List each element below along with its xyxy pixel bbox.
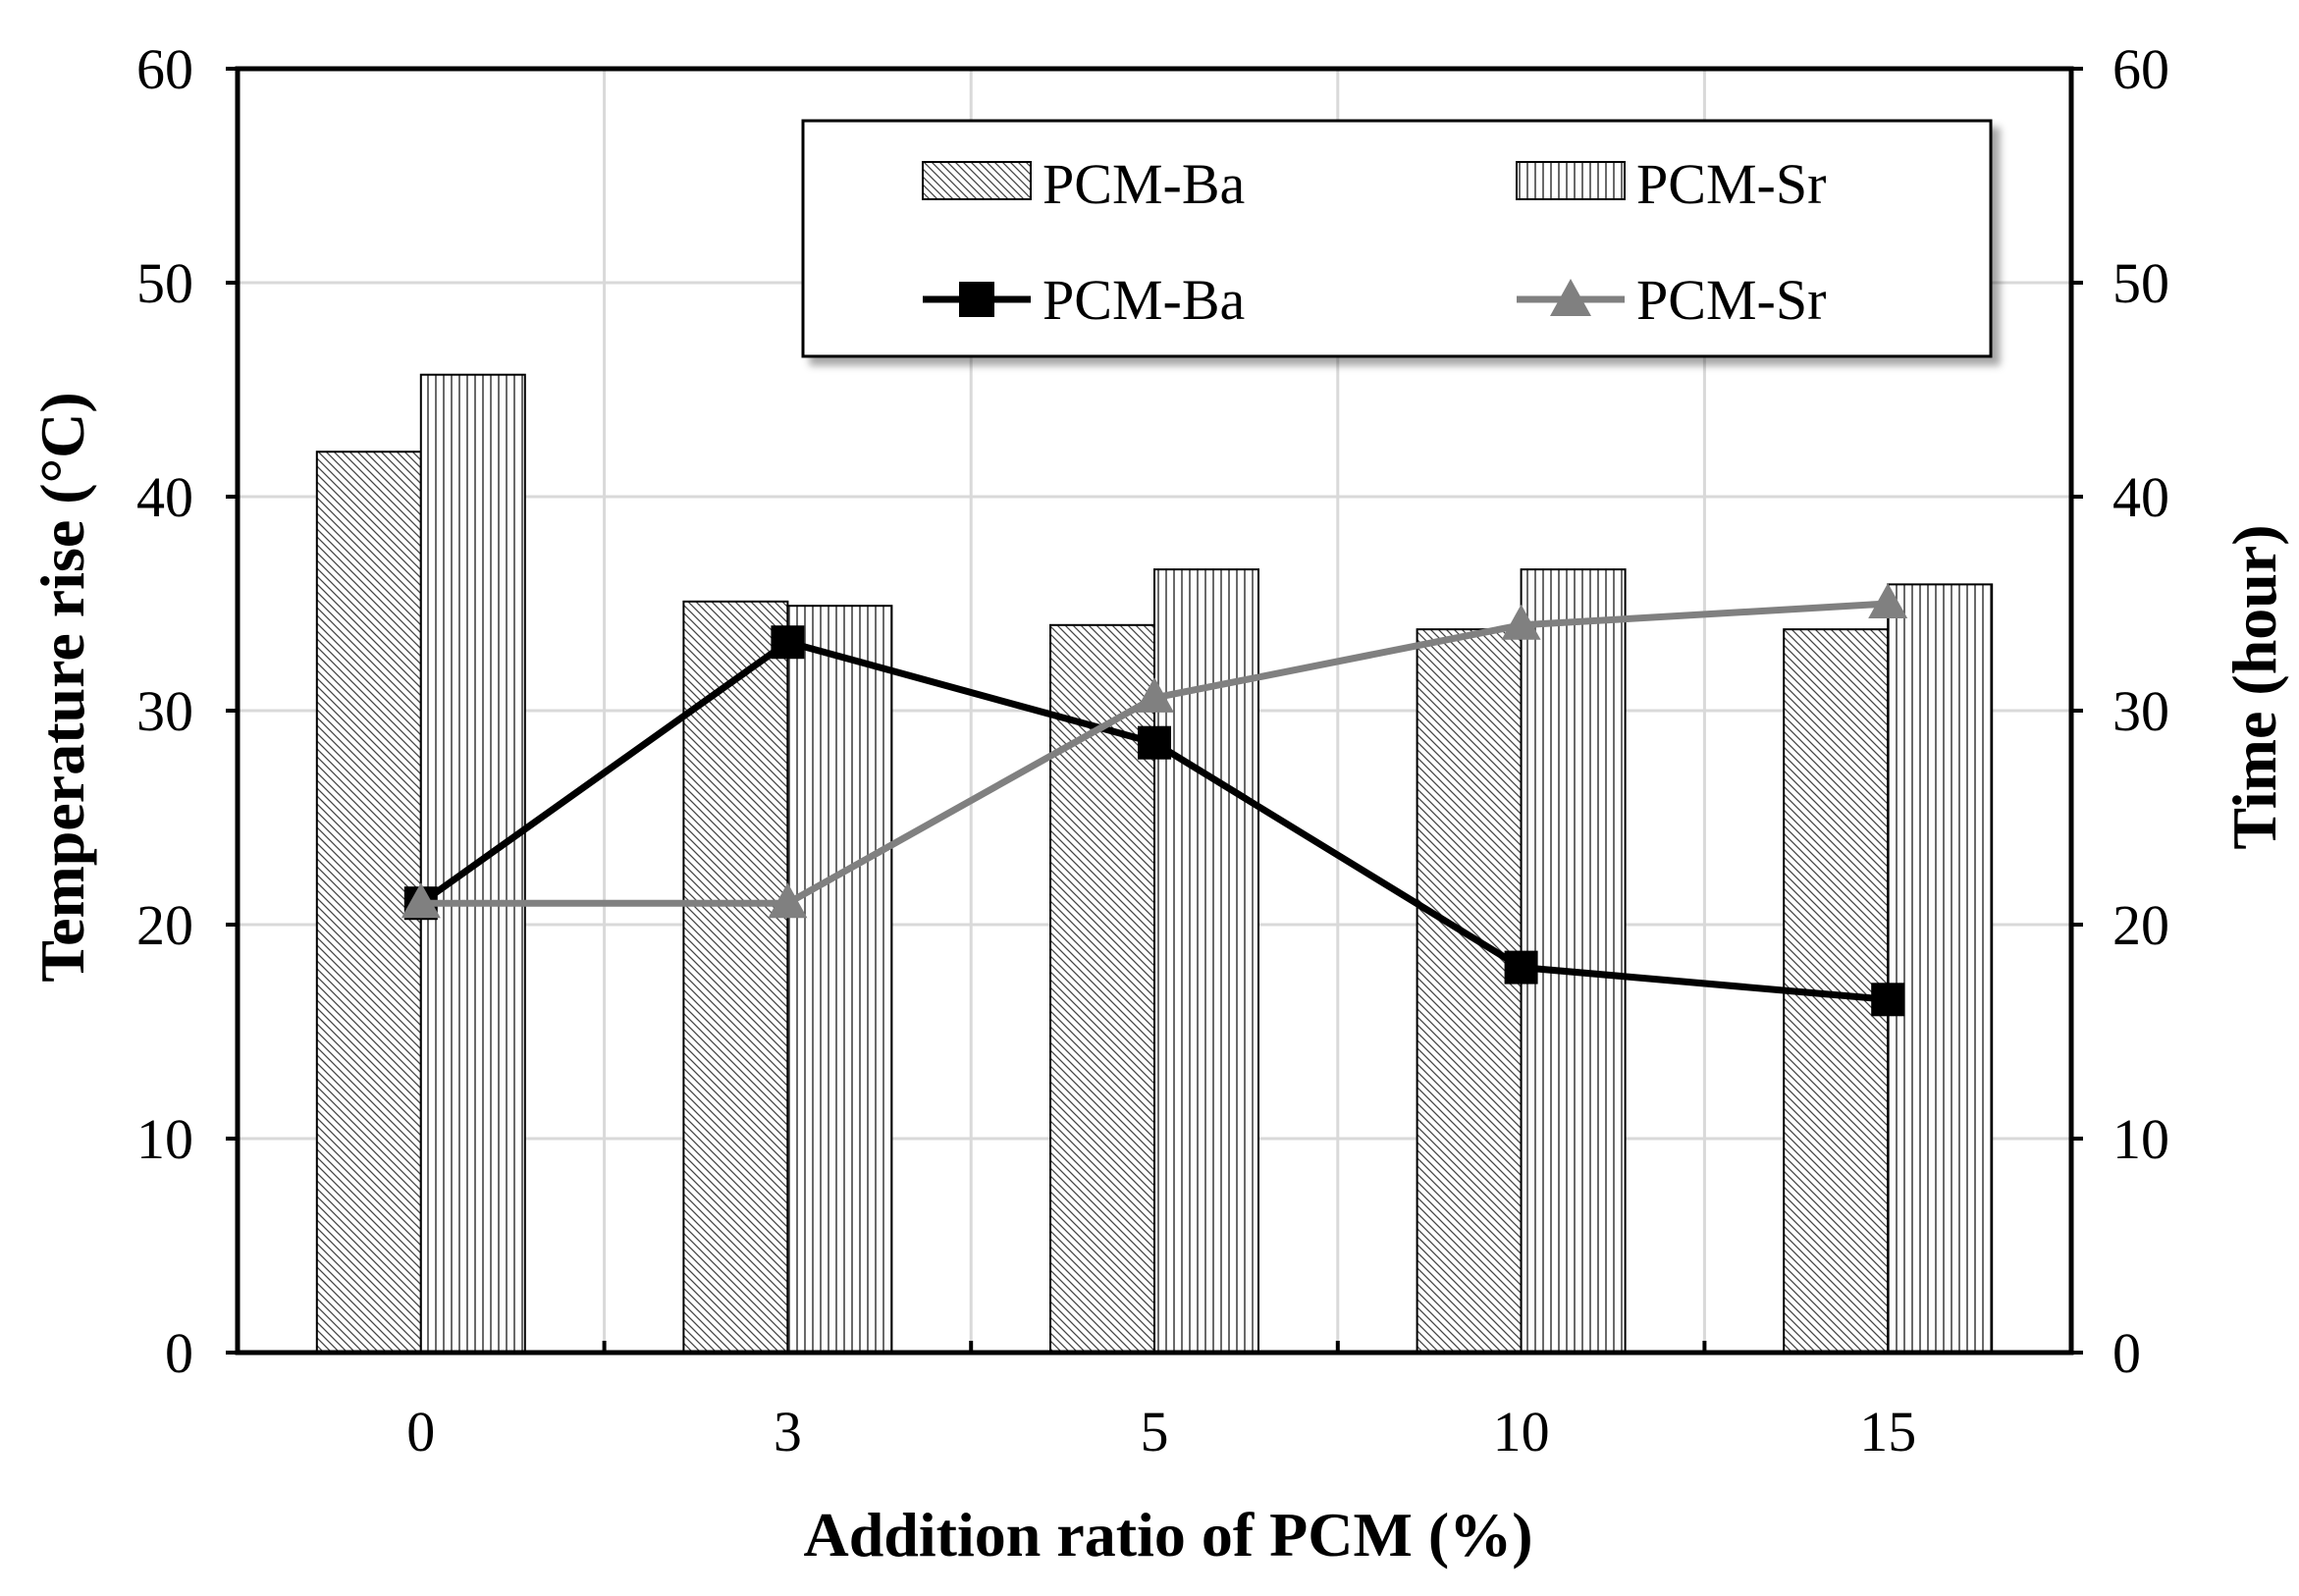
x-tick-label: 3: [774, 1400, 802, 1463]
y-left-tick-label: 30: [136, 679, 193, 743]
bars: [315, 373, 1994, 1355]
marker-pcm-sr-10: [1501, 604, 1541, 640]
x-tick-label: 5: [1141, 1400, 1169, 1463]
bar-pcm-sr-5: [1153, 568, 1259, 1354]
y-left-tick-label: 10: [136, 1107, 193, 1171]
plot-frame: [226, 66, 2083, 1356]
legend-box: [801, 119, 1993, 358]
legend-swatch-bar-pcm-ba: [922, 161, 1032, 200]
y-left-tick-label: 50: [136, 251, 193, 315]
legend-swatch-bar-pcm-sr: [1516, 161, 1626, 200]
legend-label-line-pcm-ba: PCM-Ba: [1043, 268, 1245, 332]
marker-pcm-sr-15: [1868, 583, 1908, 618]
axes-labels: 0 10 20 30 40 50 60 0 10 20 30 40 50 60 0 3 5 10 15: [136, 37, 2169, 1463]
legend: PCM-Ba PCM-Sr PCM-Ba PCM-Sr: [801, 119, 1993, 358]
legend-marker-square: [959, 282, 994, 317]
y-axis-left-title: Temperature rise (°C): [27, 392, 97, 982]
y-right-tick-label: 40: [2112, 465, 2169, 529]
marker-pcm-sr-0: [401, 882, 441, 919]
bar-pcm-ba-0: [315, 451, 422, 1355]
y-axis-right-title: Time (hour): [2219, 524, 2289, 849]
y-left-tick-label: 60: [136, 37, 193, 101]
bar-pcm-sr-15: [1887, 583, 1994, 1354]
y-left-tick-label: 0: [165, 1321, 193, 1385]
y-right-tick-label: 10: [2112, 1107, 2169, 1171]
x-axis-title: Addition ratio of PCM (%): [803, 1500, 1532, 1569]
y-right-tick-label: 20: [2112, 893, 2169, 957]
bar-pcm-sr-10: [1520, 568, 1627, 1354]
marker-pcm-sr-5: [1135, 676, 1174, 713]
marker-pcm-ba-15: [1871, 983, 1905, 1017]
lines: [401, 583, 1908, 1017]
y-right-tick-label: 60: [2112, 37, 2169, 101]
marker-pcm-ba-5: [1138, 725, 1171, 760]
marker-pcm-ba-10: [1504, 950, 1538, 984]
legend-marker-triangle: [1550, 279, 1591, 316]
y-right-tick-label: 30: [2112, 679, 2169, 743]
x-tick-label: 15: [1859, 1400, 1916, 1463]
x-tick-label: 0: [406, 1400, 435, 1463]
y-right-tick-label: 0: [2112, 1321, 2141, 1385]
y-right-tick-label: 50: [2112, 251, 2169, 315]
legend-label-line-pcm-sr: PCM-Sr: [1636, 268, 1826, 332]
x-tick-label: 10: [1493, 1400, 1550, 1463]
bar-pcm-sr-3: [786, 605, 893, 1354]
bar-pcm-ba-10: [1416, 628, 1523, 1354]
marker-pcm-ba-3: [771, 625, 805, 660]
bar-pcm-ba-3: [682, 600, 789, 1354]
y-left-tick-label: 40: [136, 465, 193, 529]
y-left-tick-label: 20: [136, 893, 193, 957]
legend-label-bar-pcm-sr: PCM-Sr: [1636, 152, 1826, 216]
marker-pcm-sr-3: [768, 882, 808, 919]
legend-label-bar-pcm-ba: PCM-Ba: [1043, 152, 1245, 216]
